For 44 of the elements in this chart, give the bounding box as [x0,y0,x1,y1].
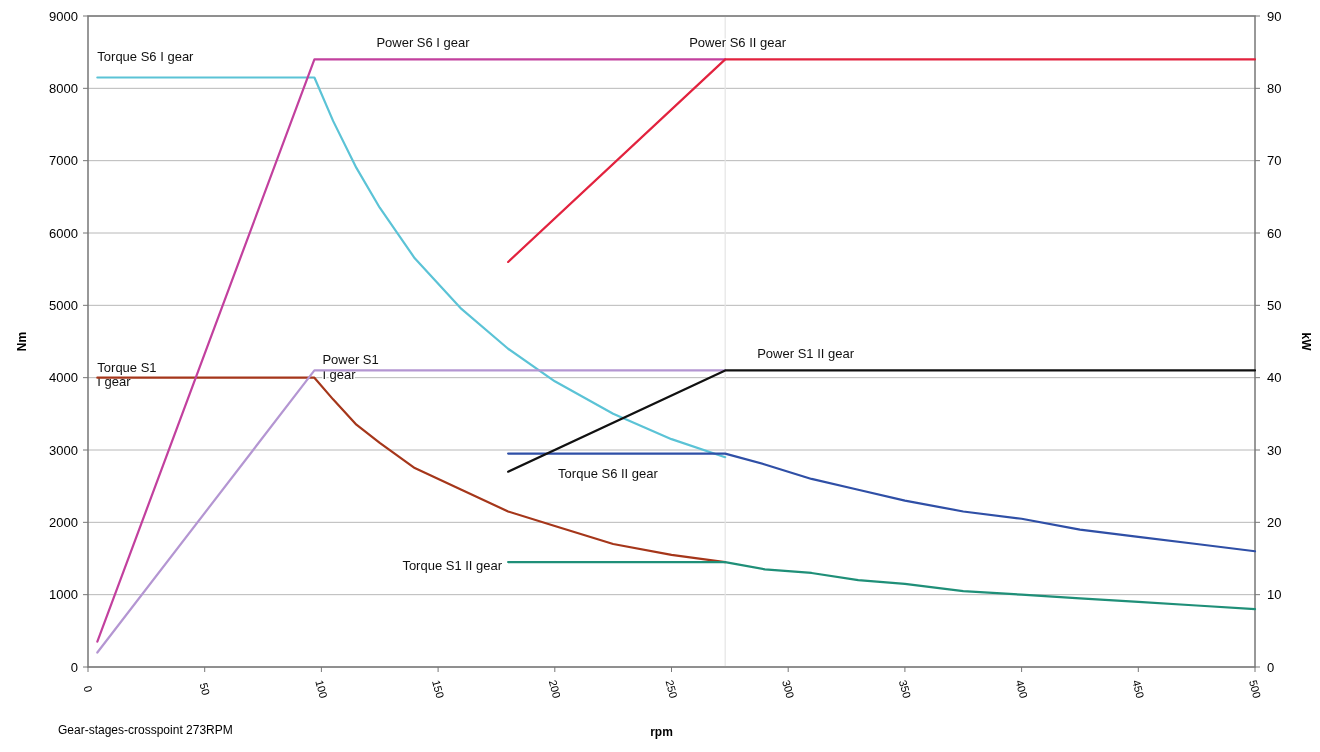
line-series [96,76,727,459]
y-tick-label: 1000 [49,587,78,603]
y2-tick-label: 80 [1267,80,1282,96]
y2-tick-label: 50 [1267,297,1282,313]
y2-tick-label: 0 [1267,659,1275,675]
x-axis-title: rpm [650,725,673,739]
series-label: Power S1 II gear [757,346,855,362]
x-tick-label: 300 [780,678,797,700]
series-label: Power S6 II gear [689,35,787,51]
x-tick-label: 250 [663,678,680,700]
x-tick-label: 200 [546,678,564,700]
series-label: Power S6 I gear [376,35,471,51]
x-tick-label: 50 [197,681,213,697]
line-series [507,561,1257,611]
y-axis-title: Nm [15,331,29,352]
series-label: Torque S6 II gear [558,465,659,481]
x-tick-label: 450 [1130,678,1147,700]
y-tick-label: 2000 [49,514,78,530]
y-tick-label: 6000 [49,225,78,241]
y-tick-label: 9000 [49,8,78,24]
x-tick-label: 500 [1246,678,1264,700]
y-tick-label: 8000 [49,80,78,96]
x-tick-label: 400 [1013,678,1030,700]
series-label: Torque S6 I gear [97,49,195,65]
y2-tick-label: 30 [1267,442,1282,458]
x-tick-label: 150 [430,678,447,700]
x-tick-label: 0 [81,684,95,694]
y-tick-label: 5000 [49,297,78,313]
text: Gear-stages-crosspoint 273RPM [58,723,233,737]
y-tick-label: 0 [70,659,78,675]
y-tick-label: 3000 [49,442,78,458]
y2-tick-label: 70 [1267,153,1282,169]
y-tick-label: 4000 [49,370,78,386]
y2-tick-label: 20 [1267,514,1282,530]
line-series [507,452,1257,553]
y2-axis-title: kW [1299,332,1313,352]
series-label: Torque S1 II gear [402,558,503,574]
y2-tick-label: 40 [1267,370,1282,386]
y2-tick-label: 60 [1267,225,1282,241]
x-tick-label: 100 [313,678,330,700]
y-tick-label: 7000 [49,153,78,169]
y2-tick-label: 10 [1267,587,1282,603]
y2-tick-label: 90 [1267,8,1282,24]
x-tick-label: 350 [896,678,914,700]
